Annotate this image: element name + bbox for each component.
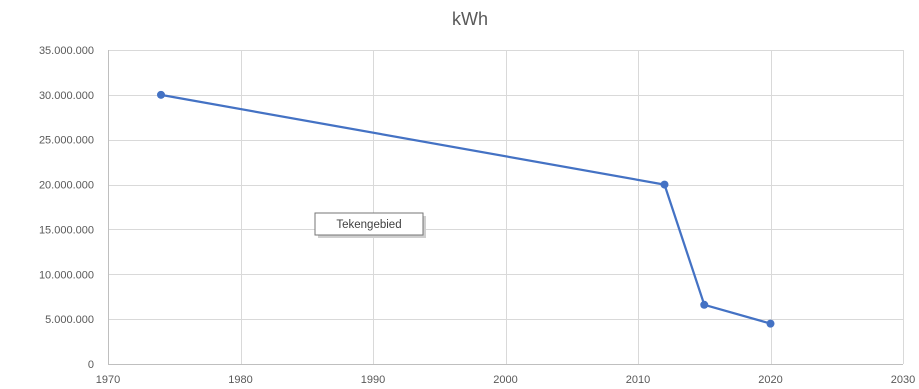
y-tick-label: 20.000.000 xyxy=(39,180,94,192)
x-tick-label: 2030 xyxy=(891,374,915,386)
x-tick-label: 1990 xyxy=(361,374,385,386)
plot-series xyxy=(157,90,775,328)
gridlines xyxy=(108,50,904,364)
y-tick-label: 5.000.000 xyxy=(45,314,94,326)
axes xyxy=(108,50,903,365)
series-line xyxy=(159,93,772,325)
data-point xyxy=(157,90,165,99)
x-tick-label: 2000 xyxy=(493,374,517,386)
y-tick-label: 0 xyxy=(88,359,94,371)
chart-title: kWh xyxy=(452,9,488,29)
y-tick-label: 25.000.000 xyxy=(39,135,94,147)
x-tick-label: 2020 xyxy=(758,374,782,386)
x-tick-label: 1970 xyxy=(96,374,120,386)
data-point xyxy=(700,300,709,309)
x-tick-label: 2010 xyxy=(626,374,650,386)
plot-area-tooltip: Tekengebied xyxy=(314,212,426,238)
x-tick-label: 1980 xyxy=(228,374,252,386)
y-tick-label: 10.000.000 xyxy=(39,269,94,281)
x-axis-tick-labels: 1970 1980 1990 2000 2010 2020 2030 xyxy=(96,374,915,386)
tooltip-label: Tekengebied xyxy=(336,219,401,231)
data-point xyxy=(660,180,669,189)
y-axis-tick-labels: 0 5.000.000 10.000.000 15.000.000 20.000.000… xyxy=(39,45,94,371)
y-tick-label: 30.000.000 xyxy=(39,90,94,102)
data-point xyxy=(766,319,775,328)
y-tick-label: 35.000.000 xyxy=(39,45,94,57)
y-tick-label: 15.000.000 xyxy=(39,224,94,236)
tooltip-box xyxy=(314,212,424,236)
